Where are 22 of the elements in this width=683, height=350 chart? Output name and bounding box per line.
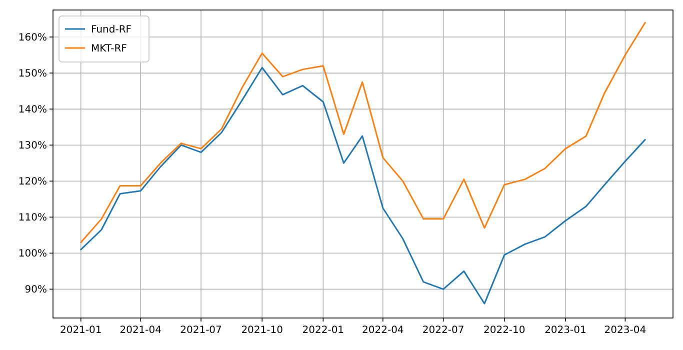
x-tick-label: 2023-01 xyxy=(544,325,586,336)
line-series xyxy=(80,66,646,304)
legend-label: MKT-RF xyxy=(91,44,128,54)
line-series xyxy=(80,22,646,244)
y-tick-label: 140% xyxy=(18,104,47,116)
x-tick-label: 2022-10 xyxy=(483,325,526,336)
x-tick-label: 2022-01 xyxy=(302,325,344,336)
y-tick-label: 110% xyxy=(18,212,47,224)
x-tick-label: 2021-10 xyxy=(241,325,283,336)
x-tick-label: 2022-04 xyxy=(362,325,404,336)
y-tick-label: 130% xyxy=(18,140,47,152)
y-tick-label: 100% xyxy=(18,248,47,260)
legend-label: Fund-RF xyxy=(91,24,132,36)
y-tick-label: 120% xyxy=(18,176,47,188)
x-tick-label: 2023-04 xyxy=(604,325,646,336)
x-tick-label: 2021-04 xyxy=(120,325,162,336)
x-tick-label: 2022-07 xyxy=(422,325,464,336)
y-tick-label: 150% xyxy=(18,68,47,80)
x-tick-label: 2021-07 xyxy=(180,325,222,336)
x-tick-label: 2021-01 xyxy=(60,325,102,336)
y-tick-label: 160% xyxy=(18,32,47,44)
y-tick-label: 90% xyxy=(24,284,47,296)
